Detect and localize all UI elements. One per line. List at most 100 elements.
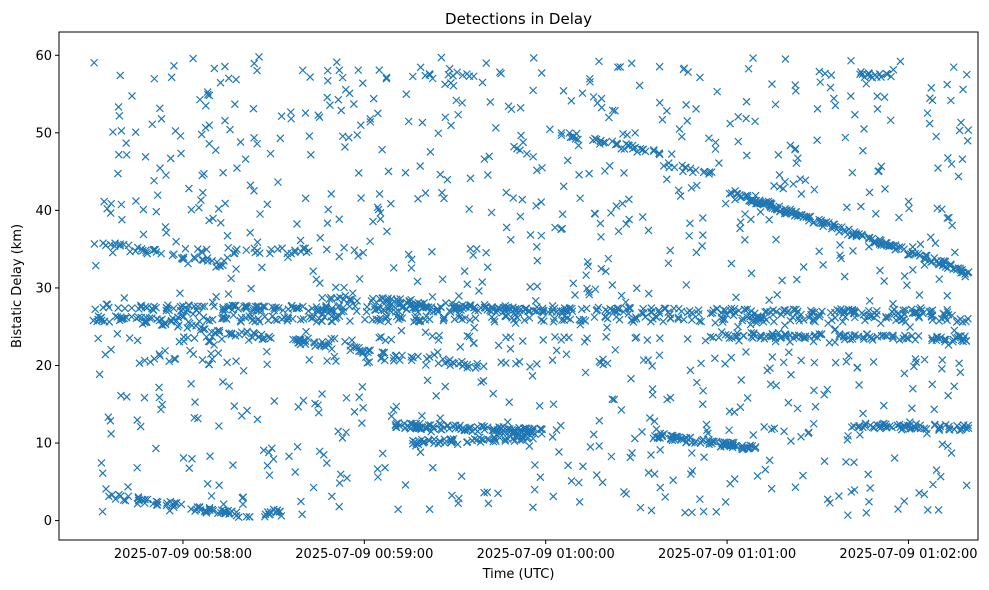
data-point	[229, 311, 238, 320]
data-point	[125, 334, 134, 342]
data-point	[341, 85, 350, 94]
data-point	[410, 420, 419, 429]
data-point	[378, 305, 387, 314]
data-point	[701, 336, 710, 345]
data-point	[516, 103, 525, 112]
data-point	[204, 360, 213, 369]
data-point	[302, 327, 310, 336]
data-point	[661, 304, 670, 313]
data-point	[958, 318, 967, 326]
data-point	[618, 199, 627, 208]
data-point	[548, 433, 557, 441]
data-point	[131, 197, 140, 205]
data-point	[775, 171, 784, 179]
data-point	[746, 320, 755, 329]
data-point	[567, 477, 576, 485]
data-point	[192, 321, 200, 330]
data-point	[958, 155, 967, 164]
data-point	[243, 302, 251, 311]
data-point	[157, 320, 166, 329]
data-point	[768, 330, 777, 339]
data-point	[711, 318, 720, 327]
data-point	[920, 424, 929, 433]
data-point	[520, 316, 529, 325]
data-point	[852, 231, 861, 239]
data-point	[817, 330, 826, 339]
data-point	[944, 391, 953, 400]
data-point	[619, 307, 628, 316]
data-point	[714, 333, 723, 342]
data-point	[394, 505, 403, 514]
data-point	[434, 439, 443, 448]
data-point	[104, 413, 113, 422]
data-point	[686, 219, 694, 228]
data-point	[589, 430, 598, 439]
data-point	[781, 55, 790, 64]
data-point	[696, 439, 705, 447]
data-point	[786, 437, 795, 446]
data-point	[265, 510, 274, 519]
data-point	[962, 317, 970, 326]
data-point	[270, 315, 279, 324]
data-point	[333, 294, 342, 303]
data-point	[115, 111, 124, 120]
data-point	[364, 348, 372, 357]
data-point	[215, 481, 224, 490]
data-point	[359, 403, 368, 412]
data-point	[873, 92, 882, 101]
data-point	[316, 233, 325, 242]
data-point	[483, 263, 492, 272]
data-point	[549, 317, 558, 326]
data-point	[880, 277, 889, 286]
data-point	[916, 240, 925, 249]
data-point	[327, 492, 336, 501]
data-point	[441, 382, 450, 391]
data-point	[809, 337, 818, 346]
data-point	[505, 398, 514, 407]
data-point	[215, 326, 224, 335]
data-point	[780, 321, 789, 330]
data-point	[91, 305, 100, 314]
data-point	[217, 335, 226, 343]
data-point	[437, 425, 446, 434]
data-point	[736, 218, 745, 227]
data-point	[120, 314, 129, 323]
data-point	[943, 308, 952, 317]
data-point	[482, 59, 491, 67]
data-point	[387, 412, 396, 421]
data-point	[673, 433, 682, 442]
data-point	[346, 317, 354, 325]
data-point	[264, 333, 273, 342]
data-point	[257, 263, 266, 272]
data-point	[463, 280, 472, 289]
data-point	[595, 57, 603, 66]
data-point	[209, 506, 218, 515]
data-point	[259, 446, 268, 455]
data-point	[778, 276, 787, 285]
data-point	[551, 223, 559, 232]
data-point	[799, 263, 808, 271]
data-point	[392, 402, 401, 411]
data-point	[887, 241, 896, 250]
data-point	[911, 307, 920, 316]
data-point	[738, 445, 747, 454]
data-point	[713, 304, 721, 313]
data-point	[219, 314, 228, 323]
data-point	[477, 378, 486, 387]
data-point	[236, 138, 245, 147]
data-point	[772, 381, 781, 390]
data-point	[423, 376, 432, 385]
data-point	[205, 121, 214, 130]
data-point	[594, 303, 603, 312]
data-point	[373, 109, 382, 118]
data-point	[244, 336, 253, 345]
data-point	[943, 154, 952, 162]
data-point	[426, 148, 435, 156]
data-point	[150, 176, 158, 185]
data-point	[98, 469, 107, 478]
data-point	[792, 275, 801, 284]
data-point	[737, 443, 746, 452]
data-point	[726, 119, 735, 128]
data-point	[485, 152, 494, 161]
data-point	[140, 356, 149, 365]
